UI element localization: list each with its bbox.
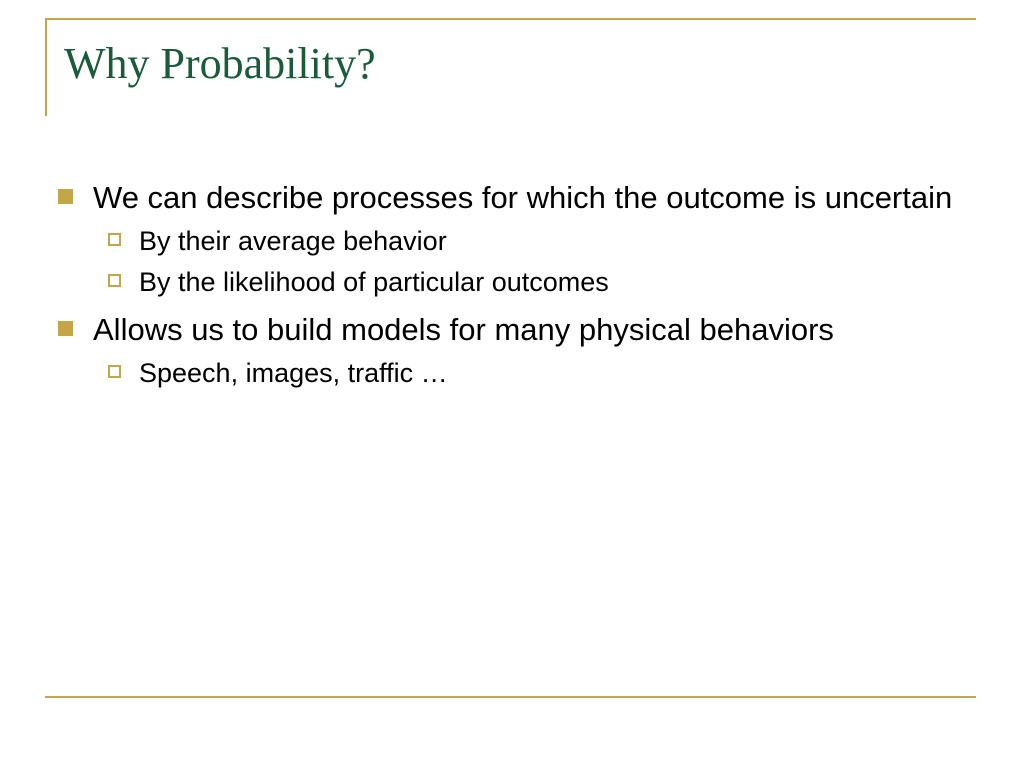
bullet-marker-icon: [108, 365, 121, 378]
bullet-marker-icon: [108, 274, 121, 287]
bullet-text: By their average behavior: [139, 224, 447, 259]
frame-bottom-line: [45, 696, 976, 698]
slide-title: Why Probability?: [64, 38, 376, 89]
bullet-item: Allows us to build models for many physi…: [58, 310, 964, 350]
slide-content: We can describe processes for which the …: [58, 178, 964, 397]
bullet-item: By their average behavior: [108, 224, 964, 259]
bullet-text: By the likelihood of particular outcomes: [139, 265, 609, 300]
bullet-text: Allows us to build models for many physi…: [93, 310, 834, 350]
bullet-item: Speech, images, traffic …: [108, 356, 964, 391]
bullet-item: We can describe processes for which the …: [58, 178, 964, 218]
bullet-marker-icon: [108, 233, 121, 246]
bullet-item: By the likelihood of particular outcomes: [108, 265, 964, 300]
bullet-text: Speech, images, traffic …: [139, 356, 448, 391]
bullet-text: We can describe processes for which the …: [93, 178, 952, 218]
bullet-marker-icon: [58, 321, 73, 336]
frame-top-line: [45, 18, 976, 20]
bullet-marker-icon: [58, 189, 73, 204]
frame-left-line: [45, 18, 47, 116]
